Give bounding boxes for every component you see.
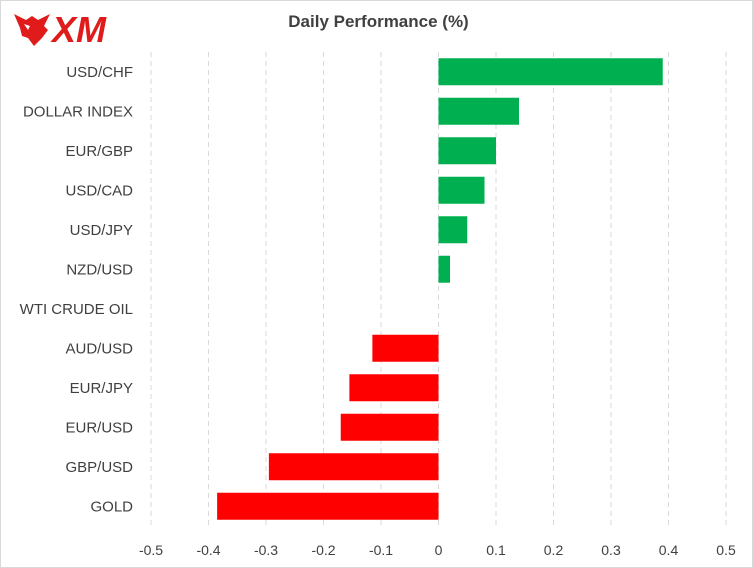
category-label: USD/CHF [66, 64, 133, 81]
x-tick-label: -0.2 [311, 542, 335, 558]
logo-text: XM [50, 9, 107, 50]
x-tick-label: -0.1 [369, 542, 393, 558]
category-label: EUR/JPY [70, 380, 133, 397]
chart-title: Daily Performance (%) [0, 12, 753, 32]
x-tick-label: 0.2 [544, 542, 564, 558]
bar [268, 453, 439, 481]
category-label: USD/CAD [65, 182, 133, 199]
chart-title-text: Daily Performance (%) [288, 12, 469, 31]
bar [438, 58, 663, 86]
x-tick-label: -0.3 [254, 542, 278, 558]
x-tick-label: 0.1 [486, 542, 506, 558]
bar [438, 97, 519, 125]
bar [438, 137, 496, 165]
bar [438, 216, 468, 244]
bar [438, 255, 450, 283]
category-label: AUD/USD [65, 340, 133, 357]
category-label: NZD/USD [66, 261, 133, 278]
category-label: GBP/USD [65, 459, 133, 476]
bar [349, 374, 439, 402]
xm-logo: XM [14, 9, 107, 50]
x-tick-label: -0.5 [139, 542, 163, 558]
x-tick-label: 0.3 [601, 542, 621, 558]
x-tick-label: 0.5 [716, 542, 736, 558]
xm-bull-logo-icon [14, 14, 50, 46]
x-tick-label: 0.4 [659, 542, 679, 558]
bar [217, 492, 439, 520]
x-tick-label: -0.4 [196, 542, 220, 558]
bar [340, 413, 439, 441]
category-label: WTI CRUDE OIL [20, 301, 133, 318]
bar [372, 334, 439, 362]
category-label: USD/JPY [70, 222, 133, 239]
bar [438, 176, 485, 204]
x-tick-label: 0 [435, 542, 443, 558]
category-label: DOLLAR INDEX [23, 103, 133, 120]
category-label: EUR/GBP [65, 143, 133, 160]
category-label: GOLD [90, 498, 133, 515]
category-label: EUR/USD [65, 419, 133, 436]
